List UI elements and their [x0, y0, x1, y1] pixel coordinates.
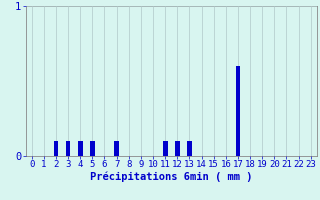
Bar	[66, 141, 70, 156]
Bar	[163, 141, 168, 156]
Bar	[53, 141, 58, 156]
Bar	[175, 141, 180, 156]
Bar	[187, 141, 192, 156]
Bar	[187, 141, 192, 156]
Bar	[53, 141, 58, 156]
X-axis label: Précipitations 6min ( mm ): Précipitations 6min ( mm )	[90, 172, 252, 182]
Bar	[90, 141, 95, 156]
Bar	[114, 141, 119, 156]
Bar	[78, 141, 83, 156]
Bar	[163, 141, 168, 156]
Bar	[66, 141, 70, 156]
Bar	[236, 66, 240, 156]
Bar	[236, 66, 240, 156]
Bar	[78, 141, 83, 156]
Bar	[114, 141, 119, 156]
Bar	[90, 141, 95, 156]
Bar	[175, 141, 180, 156]
